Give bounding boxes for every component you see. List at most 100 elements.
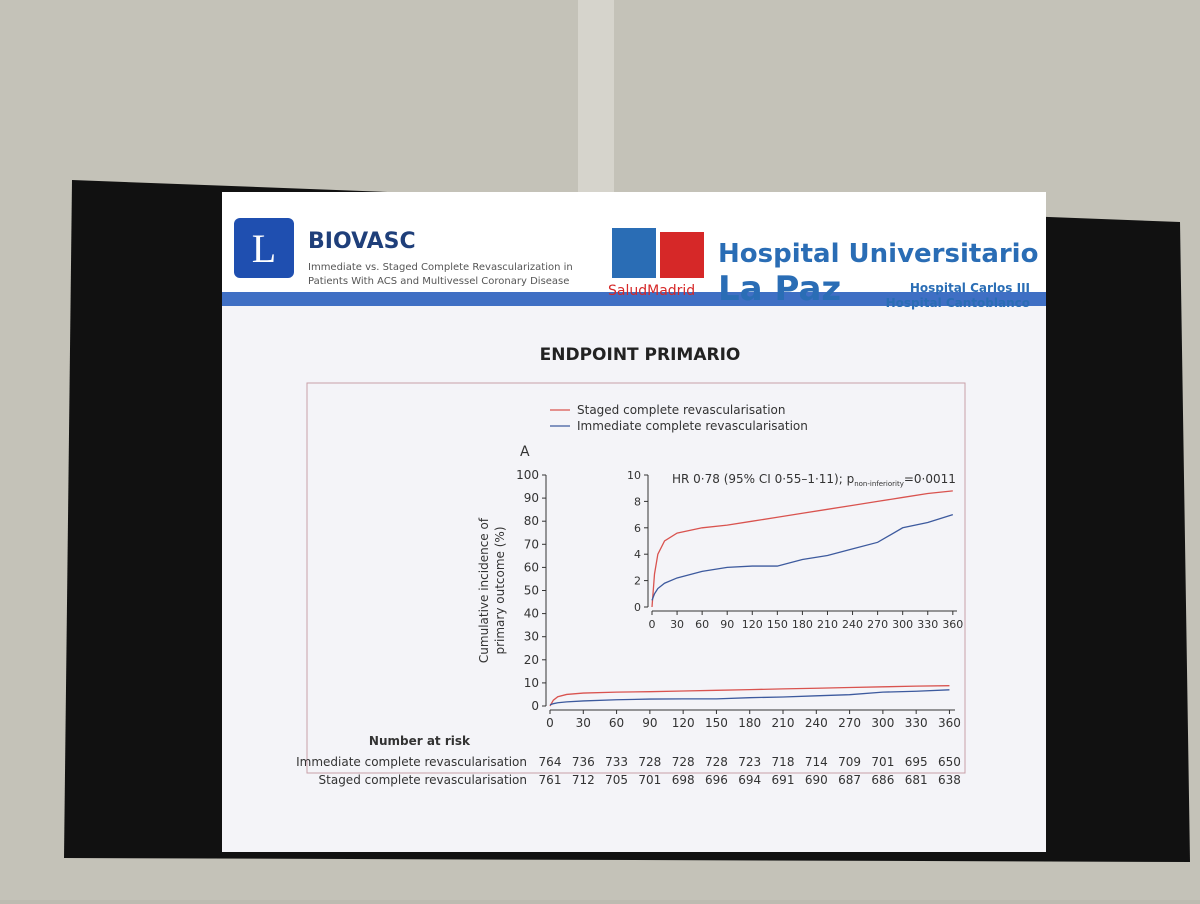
y-tick-label: 100: [516, 468, 539, 482]
y-axis-label: Cumulative incidence of: [477, 517, 491, 663]
x-tick-label: 300: [892, 618, 913, 631]
x-tick-label: 0: [546, 716, 554, 730]
x-tick-label: 360: [942, 618, 963, 631]
risk-value: 701: [871, 755, 894, 769]
y-tick-label: 2: [634, 575, 641, 588]
risk-value: 714: [805, 755, 828, 769]
x-tick-label: 150: [705, 716, 728, 730]
risk-value: 695: [905, 755, 928, 769]
y-tick-label: 40: [524, 607, 539, 621]
x-tick-label: 180: [738, 716, 761, 730]
y-tick-label: 20: [524, 653, 539, 667]
y-tick-label: 60: [524, 560, 539, 574]
series-line: [549, 689, 950, 706]
hospital-name: Hospital Universitario: [718, 239, 1038, 269]
salud-text: SaludMadrid: [608, 283, 695, 299]
risk-value: 698: [672, 773, 695, 787]
risk-title: Number at risk: [369, 734, 471, 748]
risk-value: 718: [772, 755, 795, 769]
logo-letter: L: [252, 226, 276, 271]
logo-box: [234, 218, 294, 278]
header-title: BIOVASC: [308, 229, 416, 254]
y-tick-label: 10: [524, 676, 539, 690]
header-subtitle: Patients With ACS and Multivessel Corona…: [308, 276, 569, 287]
x-tick-label: 180: [792, 618, 813, 631]
risk-value: 728: [705, 755, 728, 769]
risk-value: 650: [938, 755, 961, 769]
risk-value: 701: [638, 773, 661, 787]
x-tick-label: 30: [576, 716, 591, 730]
legend-label: Immediate complete revascularisation: [577, 419, 808, 433]
risk-value: 736: [572, 755, 595, 769]
header-subtitle: Immediate vs. Staged Complete Revascular…: [308, 262, 573, 273]
y-axis-label: primary outcome (%): [493, 526, 507, 654]
x-tick-label: 90: [720, 618, 734, 631]
series-line: [651, 513, 954, 601]
hospital-name: La Paz: [718, 269, 841, 309]
y-tick-label: 8: [634, 495, 641, 508]
risk-row-label: Immediate complete revascularisation: [296, 755, 527, 769]
x-tick-label: 240: [805, 716, 828, 730]
x-tick-label: 60: [695, 618, 709, 631]
risk-value: 686: [871, 773, 894, 787]
risk-value: 681: [905, 773, 928, 787]
risk-value: 712: [572, 773, 595, 787]
series-line: [549, 685, 950, 707]
madrid-flag: [660, 232, 704, 278]
y-tick-label: 4: [634, 548, 641, 561]
y-tick-label: 0: [531, 699, 539, 713]
legend-label: Staged complete revascularisation: [577, 403, 785, 417]
x-tick-label: 270: [838, 716, 861, 730]
y-tick-label: 30: [524, 630, 539, 644]
x-tick-label: 120: [742, 618, 763, 631]
header-bar: [222, 292, 1046, 306]
risk-value: 728: [638, 755, 661, 769]
risk-value: 733: [605, 755, 628, 769]
x-tick-label: 90: [642, 716, 657, 730]
risk-value: 690: [805, 773, 828, 787]
hospital-sub: Hospital Cantoblanco: [886, 296, 1030, 310]
salud-icon: [612, 228, 656, 278]
annotation-text: HR 0·78 (95% CI 0·55–1·11); p: [672, 472, 854, 486]
y-tick-label: 80: [524, 514, 539, 528]
y-tick-label: 90: [524, 491, 539, 505]
y-tick-label: 6: [634, 522, 641, 535]
risk-value: 638: [938, 773, 961, 787]
risk-value: 687: [838, 773, 861, 787]
x-tick-label: 150: [767, 618, 788, 631]
risk-value: 761: [539, 773, 562, 787]
panel-label: A: [520, 444, 530, 460]
hospital-sub: Hospital Carlos III: [910, 281, 1030, 295]
x-tick-label: 120: [672, 716, 695, 730]
annotation-sub: non-inferiority: [854, 480, 904, 488]
risk-value: 709: [838, 755, 861, 769]
x-tick-label: 0: [649, 618, 656, 631]
inset-annotation: HR 0·78 (95% CI 0·55–1·11); pnon-inferio…: [672, 472, 956, 488]
wall-pillar: [578, 0, 614, 200]
x-tick-label: 60: [609, 716, 624, 730]
figure-frame: [306, 382, 966, 774]
y-tick-label: 50: [524, 584, 539, 598]
x-tick-label: 210: [772, 716, 795, 730]
x-tick-label: 300: [871, 716, 894, 730]
annotation-text: =0·0011: [904, 472, 956, 486]
x-tick-label: 330: [905, 716, 928, 730]
slide-title: ENDPOINT PRIMARIO: [540, 345, 741, 365]
x-tick-label: 240: [842, 618, 863, 631]
y-tick-label: 0: [634, 601, 641, 614]
y-tick-label: 70: [524, 537, 539, 551]
risk-row-label: Staged complete revascularisation: [319, 773, 527, 787]
x-tick-label: 360: [938, 716, 961, 730]
x-tick-label: 270: [867, 618, 888, 631]
risk-value: 764: [539, 755, 562, 769]
x-tick-label: 30: [670, 618, 684, 631]
series-line: [651, 490, 953, 608]
risk-value: 705: [605, 773, 628, 787]
risk-value: 694: [738, 773, 761, 787]
risk-value: 728: [672, 755, 695, 769]
risk-value: 696: [705, 773, 728, 787]
x-tick-label: 210: [817, 618, 838, 631]
x-tick-label: 330: [917, 618, 938, 631]
